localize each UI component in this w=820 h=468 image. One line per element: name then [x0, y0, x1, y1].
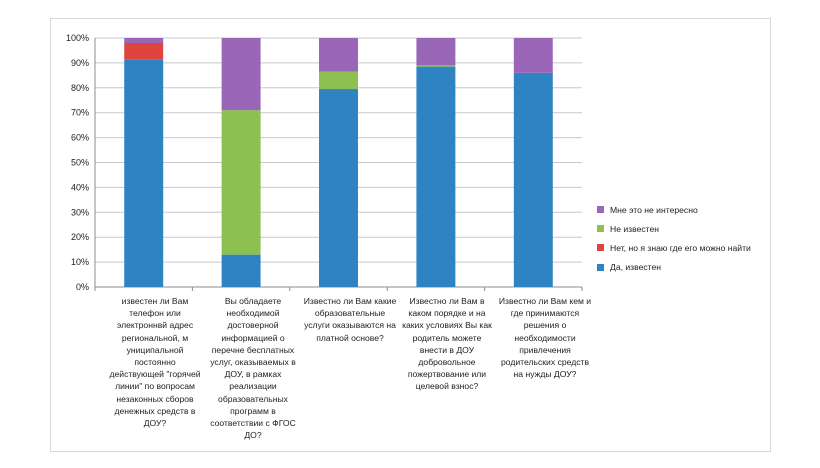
legend-label: Мне это не интересно [610, 204, 698, 215]
category-label-3: Известно ли Вам какие образовательные ус… [303, 296, 397, 343]
y-tick-label: 70% [71, 108, 89, 118]
y-tick-label: 0% [76, 282, 89, 292]
chart-area: 0% 10% 20% 30% 40% 50% 60% 70% 80% 90% 100% извест… [50, 18, 771, 452]
stacked-bar-chart: 0% 10% 20% 30% 40% 50% 60% 70% 80% 90% 100% [66, 33, 583, 292]
legend-swatch [597, 263, 604, 271]
bar-segment [221, 110, 261, 255]
bar-segment [221, 38, 261, 111]
category-label-5: Известно ли Вам кем и где принимаются ре… [498, 296, 592, 380]
bar-segment [319, 89, 358, 287]
legend-item-not-interested: Мне это не интересно [597, 203, 751, 216]
bar-segment [221, 254, 261, 287]
category-label-1: известен ли Вам телефон или электроннвй … [109, 296, 201, 429]
bar-segment [124, 42, 164, 60]
legend-swatch [597, 225, 604, 233]
y-tick-label: 20% [71, 232, 89, 242]
y-tick-label: 80% [71, 83, 89, 93]
legend-label: Нет, но я знаю где его можно найти [610, 242, 751, 253]
y-tick-label: 40% [71, 182, 89, 192]
y-tick-label: 10% [71, 257, 89, 267]
legend-label: Не известен [610, 223, 660, 234]
category-label-2: Вы обладаете необходимой достоверной инф… [210, 296, 296, 441]
bar-segment [416, 38, 456, 66]
legend-item-yes-known: Да, известен [597, 261, 751, 274]
bar-segment [416, 65, 456, 67]
y-tick-label: 90% [71, 58, 89, 68]
y-tick-label: 100% [66, 33, 89, 43]
y-tick-label: 30% [71, 207, 89, 217]
bar-segment [319, 38, 358, 72]
y-tick-label: 60% [71, 133, 89, 143]
bar-segment [513, 38, 553, 73]
legend-label: Да, известен [610, 262, 662, 273]
legend: Мне это не интересно Не известен Нет, но… [597, 203, 751, 280]
legend-swatch [597, 206, 604, 213]
bar-segment [124, 59, 164, 287]
bar-segment [513, 72, 553, 287]
bar-segment [319, 71, 358, 90]
legend-item-not-known: Не известен [597, 222, 751, 235]
y-tick-label: 50% [71, 158, 89, 168]
bar-segment [124, 38, 164, 43]
legend-swatch [597, 244, 604, 252]
legend-item-know-where: Нет, но я знаю где его можно найти [597, 241, 751, 254]
category-label-4: Известно ли Вам в каком порядке и на как… [402, 296, 492, 392]
bar-segment [416, 66, 456, 287]
